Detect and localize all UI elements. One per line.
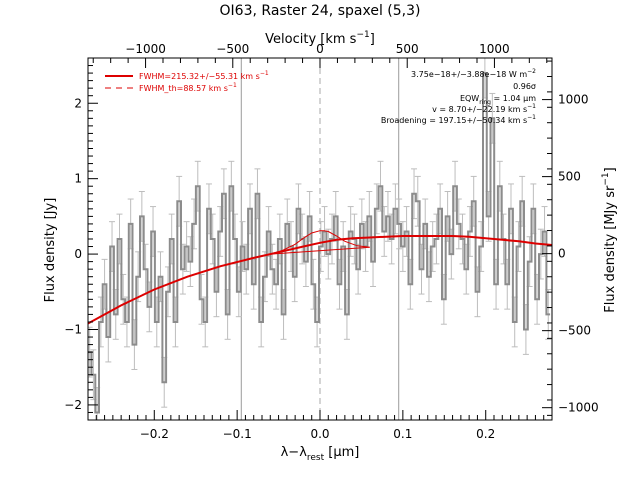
legend: FWHM=215.32+/−55.31 km s−1 FWHM_th=88.57… [105, 70, 269, 93]
velocity-tick-label: 0 [316, 42, 324, 56]
data-step-line [88, 72, 551, 414]
y-axis-label: Flux density [Jy] [43, 198, 58, 303]
x-tick-label: 0.1 [393, 427, 412, 441]
right-tick-label: 1000 [558, 93, 589, 107]
legend-fwhm-th-label: FWHM_th=88.57 km s−1 [139, 82, 237, 93]
y-tick-label: −2 [64, 398, 82, 412]
x-tick-label: −0.2 [140, 427, 169, 441]
velocity-tick-label: 500 [396, 42, 419, 56]
x-tick-label: −0.1 [223, 427, 252, 441]
right-axis-label: Flux density [MJy sr−1] [601, 167, 618, 312]
fit-annotations: 3.75e−18+/−3.88e−18 W m−2 0.96σ EQWring … [381, 68, 536, 125]
legend-fwhm-label: FWHM=215.32+/−55.31 km s−1 [139, 70, 269, 81]
y-tick-label: 1 [74, 172, 82, 186]
gaussian-line [270, 230, 370, 255]
axes-frame: −0.2 −0.1 0.0 0.1 0.2 −1000 −500 0 500 1000 −2 −1 0 1… [64, 42, 598, 441]
velocity-tick-label: −1000 [125, 42, 166, 56]
x-tick-label: 0.2 [476, 427, 495, 441]
right-tick-label: −500 [558, 324, 591, 338]
velocity-tick-label: 1000 [479, 42, 510, 56]
right-tick-label: 500 [558, 170, 581, 184]
chart-title: OI63, Raster 24, spaxel (5,3) [220, 3, 421, 19]
annotation-flux: 3.75e−18+/−3.88e−18 W m−2 [411, 68, 536, 79]
x-tick-label: 0.0 [310, 427, 329, 441]
y-tick-label: 2 [74, 96, 82, 110]
gaussian_baseline-line [270, 246, 370, 255]
plot-area [88, 58, 552, 420]
fit-line [88, 235, 552, 325]
annotation-velocity: v = 8.70+/−22.19 km s−1 [432, 103, 536, 114]
annotation-eqw: EQWring = 1.04 μm [460, 94, 536, 106]
annotation-sigma: 0.96σ [513, 82, 536, 91]
annotation-broadening: Broadening = 197.15+/−50.34 km s−1 [381, 114, 536, 125]
right-tick-label: −1000 [558, 401, 599, 415]
velocity-tick-label: −500 [216, 42, 249, 56]
right-tick-label: 0 [558, 247, 566, 261]
plot-clipped-group [88, 58, 552, 420]
y-tick-label: 0 [74, 247, 82, 261]
x-axis-label: λ−λrest [μm] [281, 445, 360, 463]
top-axis-label: Velocity [km s−1] [265, 30, 375, 47]
y-tick-label: −1 [64, 323, 82, 337]
